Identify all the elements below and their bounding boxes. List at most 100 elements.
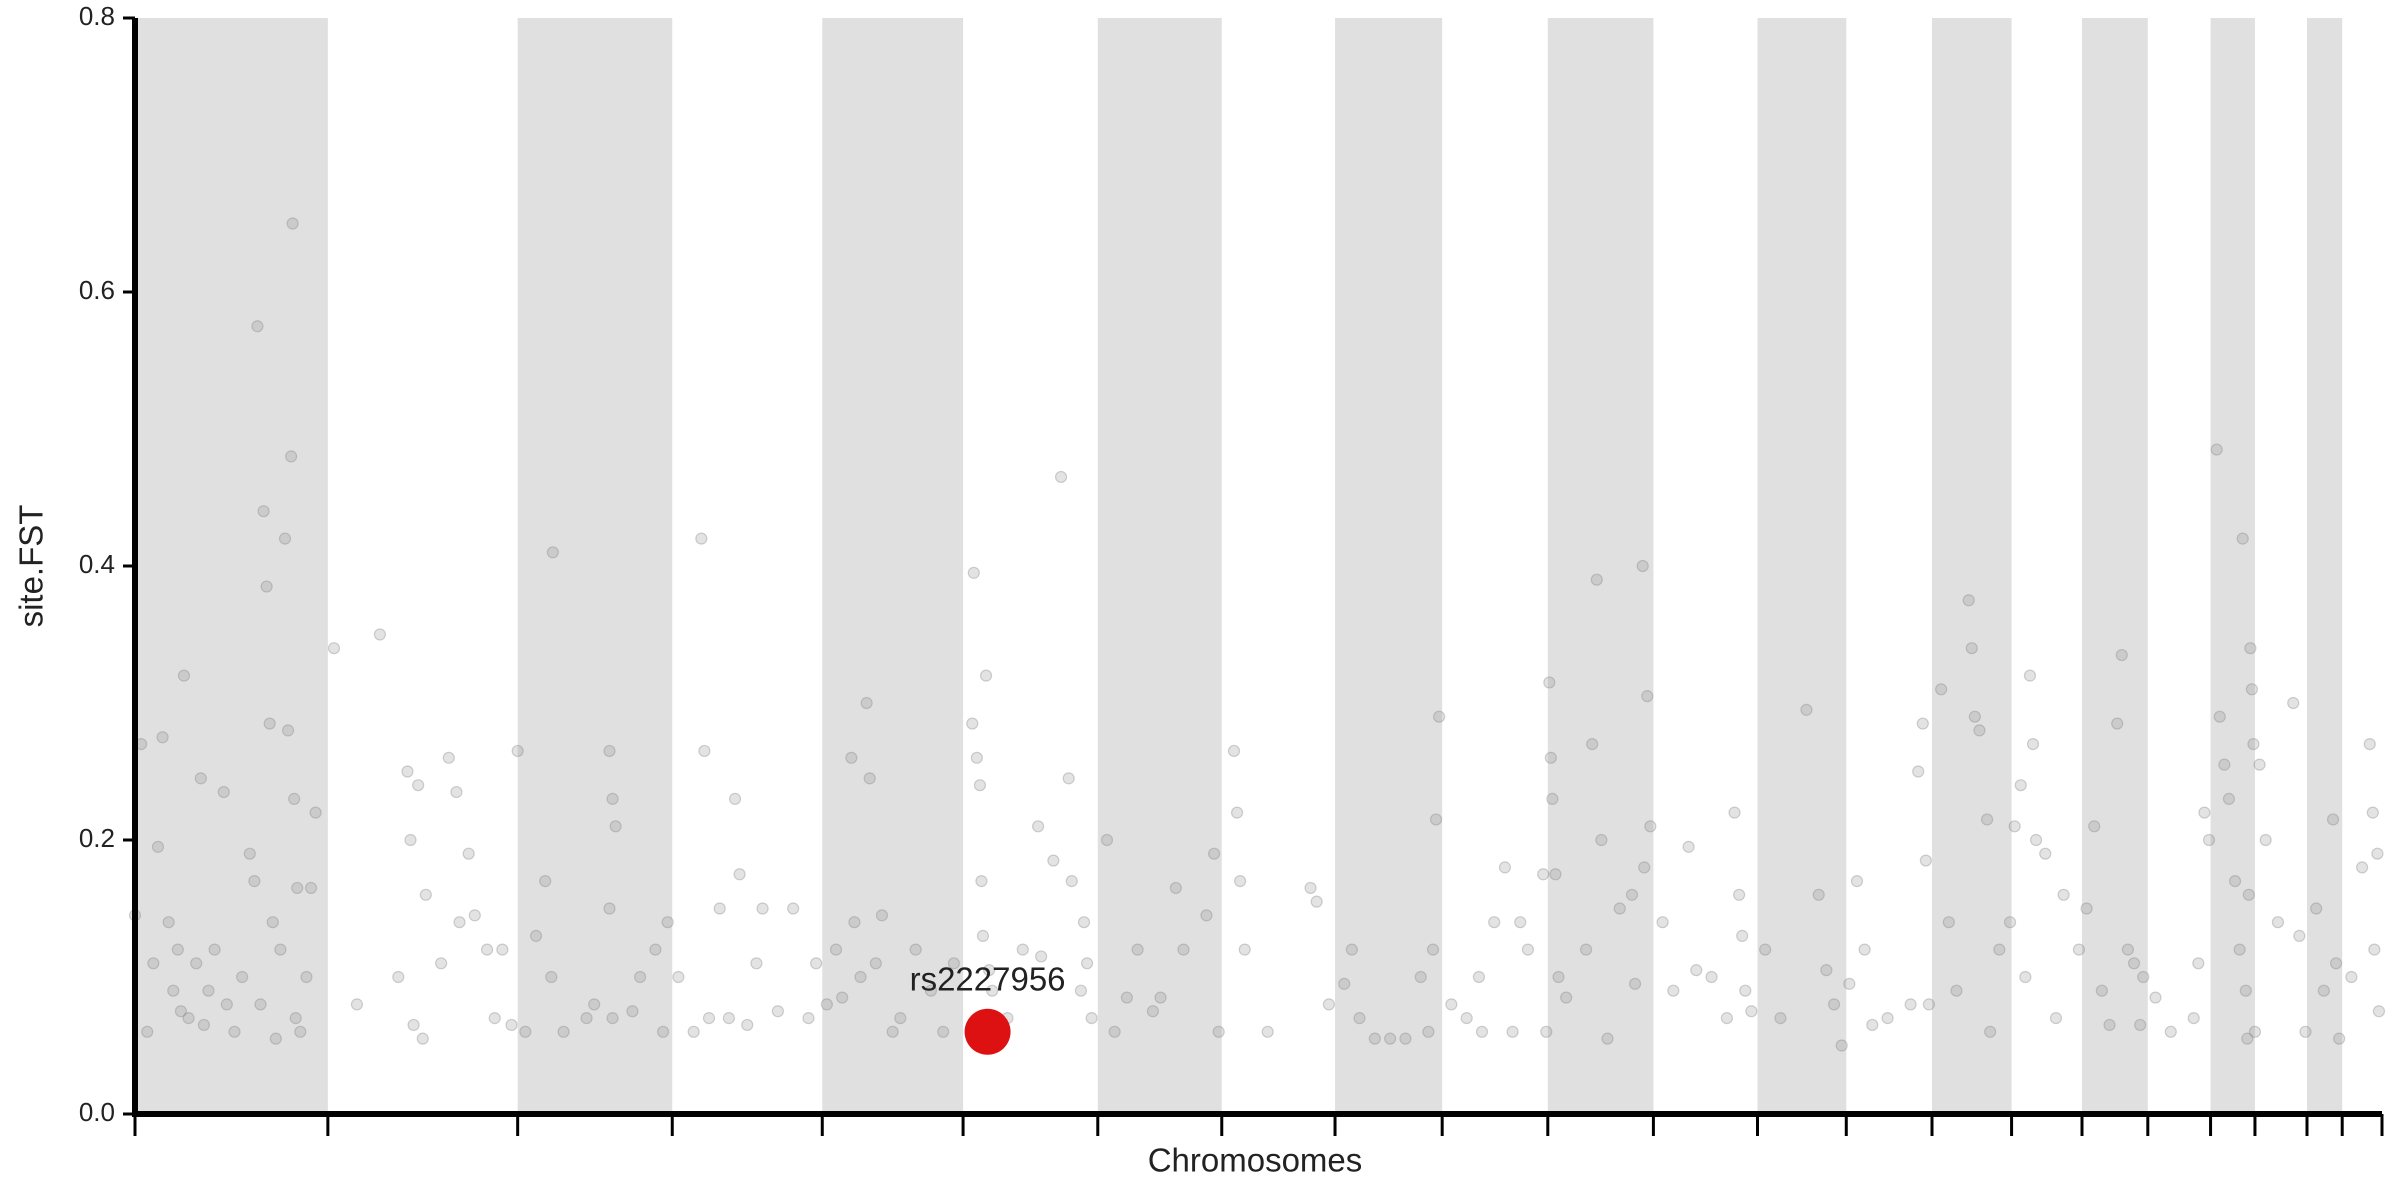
data-point xyxy=(2008,820,2021,833)
data-point xyxy=(257,505,270,518)
data-point xyxy=(1912,765,1925,778)
data-point xyxy=(661,916,674,929)
data-point xyxy=(2049,1011,2063,1025)
data-point xyxy=(2198,806,2211,819)
data-point xyxy=(1498,861,1512,874)
data-point xyxy=(1506,1025,1519,1038)
data-point xyxy=(2363,737,2376,751)
data-point xyxy=(973,779,987,792)
data-point xyxy=(976,929,990,943)
data-point xyxy=(1625,888,1639,901)
data-point xyxy=(1238,943,1251,956)
data-point xyxy=(1212,1025,1225,1038)
data-point xyxy=(217,785,230,799)
data-point xyxy=(909,943,922,956)
data-point xyxy=(2241,1032,2254,1045)
data-point xyxy=(1733,888,1746,901)
data-point xyxy=(1549,868,1562,881)
data-point xyxy=(243,847,256,860)
data-point xyxy=(2259,833,2272,847)
data-point xyxy=(2293,929,2306,943)
data-point xyxy=(1433,710,1446,723)
data-point xyxy=(2026,737,2040,751)
data-point xyxy=(228,1025,241,1038)
data-point xyxy=(288,792,301,806)
data-point xyxy=(1745,1005,1758,1018)
data-point xyxy=(2088,820,2101,833)
data-point xyxy=(1065,874,1078,888)
data-point xyxy=(1414,970,1427,984)
data-point xyxy=(171,943,184,956)
data-point xyxy=(924,984,938,997)
data-point xyxy=(281,724,295,737)
data-point xyxy=(488,1011,501,1025)
chromosome-band xyxy=(1335,18,1443,1114)
data-point xyxy=(2253,758,2266,771)
bands xyxy=(135,18,2343,1114)
data-point xyxy=(1543,676,1556,689)
chromosome-band xyxy=(1757,18,1847,1114)
data-point xyxy=(1866,1018,1879,1032)
data-point xyxy=(2103,1018,2116,1032)
data-point xyxy=(1472,970,1486,984)
data-point xyxy=(2029,833,2043,847)
data-point xyxy=(2019,970,2032,984)
data-point xyxy=(291,881,304,895)
data-point xyxy=(309,806,322,819)
x-axis-label: Chromosomes xyxy=(1148,1142,1363,1179)
data-point xyxy=(529,929,543,943)
data-point xyxy=(970,751,983,764)
data-point xyxy=(2244,642,2257,655)
data-point xyxy=(2356,861,2369,874)
data-point xyxy=(787,902,800,915)
chromosome-band xyxy=(517,18,673,1114)
data-point xyxy=(2248,1025,2262,1038)
data-point xyxy=(260,580,273,593)
data-point xyxy=(983,964,996,977)
data-point xyxy=(937,1025,950,1038)
data-point xyxy=(1514,916,1527,929)
data-point xyxy=(1820,964,1833,977)
data-point xyxy=(197,1018,210,1032)
data-point xyxy=(1537,868,1550,881)
data-point xyxy=(2371,847,2384,860)
data-point xyxy=(2247,737,2260,751)
data-point xyxy=(1460,1011,1473,1025)
data-point xyxy=(156,731,169,744)
data-point xyxy=(1422,1025,1435,1038)
data-point xyxy=(1146,1005,1159,1018)
data-point xyxy=(1858,943,1871,956)
data-point xyxy=(1843,977,1856,990)
points: rs2227956 xyxy=(128,217,2386,1055)
data-point xyxy=(1638,861,1651,874)
data-point xyxy=(2137,970,2150,984)
data-point xyxy=(1338,977,1351,990)
data-point xyxy=(2333,1032,2346,1045)
data-point xyxy=(1984,1025,1997,1038)
y-tick-label: 0.8 xyxy=(79,1,115,31)
data-point xyxy=(1579,943,1593,956)
data-point xyxy=(609,820,622,833)
data-point xyxy=(1544,751,1557,764)
data-point xyxy=(979,669,993,682)
highlight-label: rs2227956 xyxy=(910,961,1066,998)
data-point xyxy=(174,1005,188,1018)
data-point xyxy=(1962,594,1975,607)
data-point xyxy=(656,1025,670,1038)
data-point xyxy=(505,1018,518,1032)
data-point xyxy=(698,744,711,758)
data-point xyxy=(1641,690,1654,703)
data-point xyxy=(1916,717,1929,730)
data-point xyxy=(1835,1039,1848,1052)
data-point xyxy=(519,1025,532,1038)
chromosome-band xyxy=(1931,18,2012,1114)
data-point xyxy=(606,792,619,806)
data-point xyxy=(836,991,849,1004)
data-point xyxy=(167,984,180,997)
data-point xyxy=(1080,957,1094,970)
data-point xyxy=(1521,943,1534,956)
data-point xyxy=(1827,998,1841,1011)
data-point xyxy=(1560,991,1573,1004)
data-point xyxy=(404,833,417,847)
data-point xyxy=(2239,984,2252,997)
